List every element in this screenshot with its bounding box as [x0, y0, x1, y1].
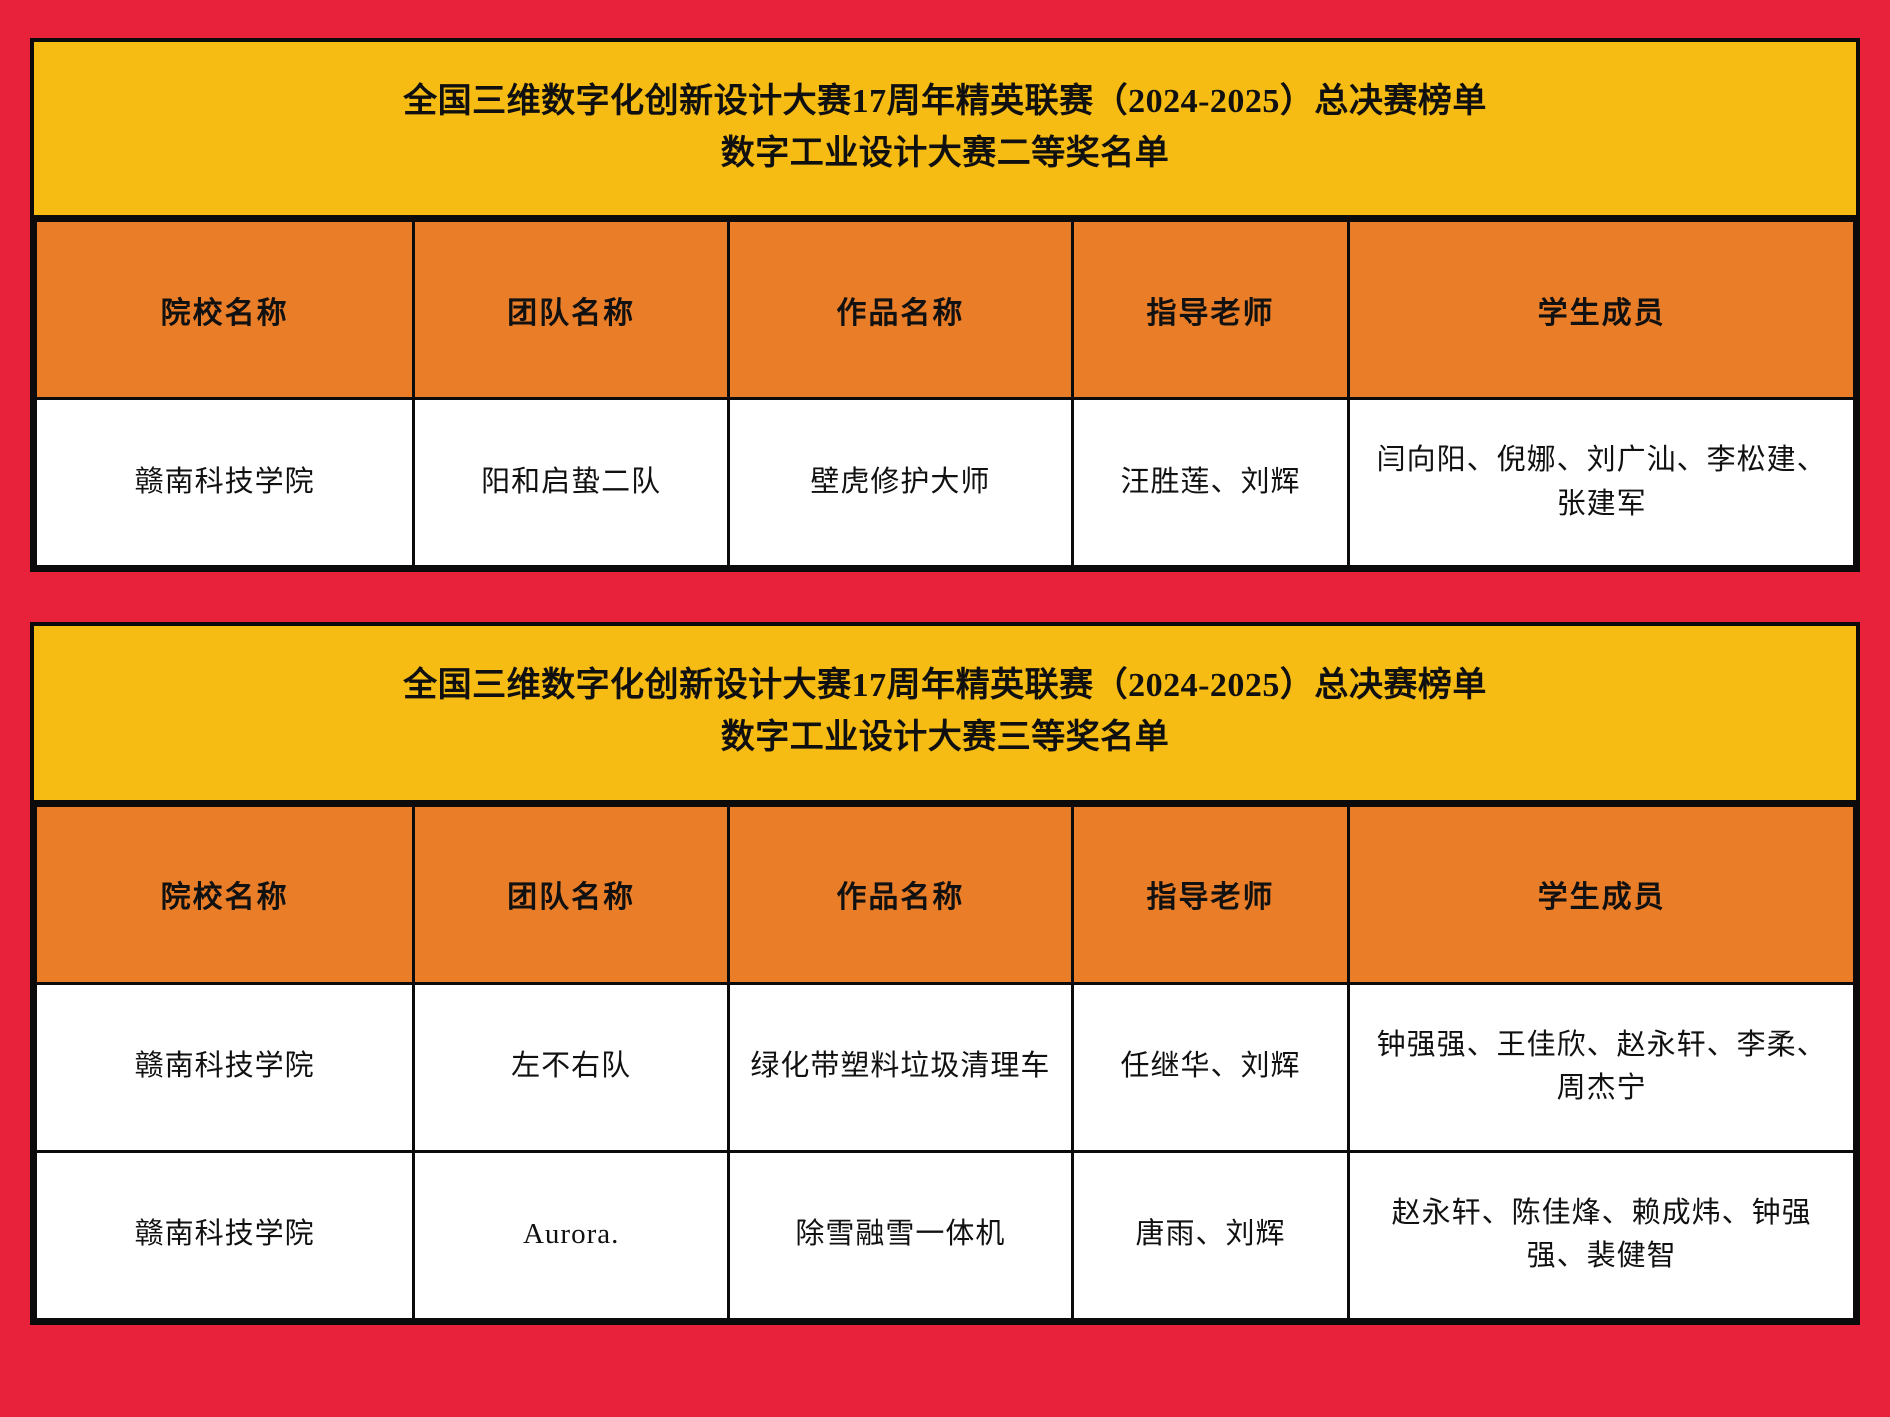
- award-block-third-prize: 全国三维数字化创新设计大赛17周年精英联赛（2024-2025）总决赛榜单 数字…: [30, 622, 1860, 1325]
- cell-students: 闫向阳、倪娜、刘广汕、李松建、张建军: [1347, 397, 1856, 569]
- column-header-students: 学生成员: [1347, 803, 1856, 985]
- title-line-2: 数字工业设计大赛三等奖名单: [720, 719, 1170, 757]
- cell-teacher: 汪胜莲、刘辉: [1070, 397, 1351, 569]
- cell-school: 赣南科技学院: [33, 397, 416, 569]
- column-header-work: 作品名称: [727, 219, 1074, 401]
- cell-team: Aurora.: [412, 1149, 731, 1321]
- column-header-work: 作品名称: [727, 803, 1074, 985]
- column-header-team: 团队名称: [412, 803, 731, 985]
- award-table-third-prize: 院校名称 团队名称 作品名称 指导老师 学生成员 赣南科技学院 左不右队 绿化带…: [33, 803, 1856, 1321]
- title-line-1: 全国三维数字化创新设计大赛17周年精英联赛（2024-2025）总决赛榜单: [403, 667, 1487, 705]
- table-header-row: 院校名称 团队名称 作品名称 指导老师 学生成员: [33, 803, 1856, 985]
- cell-school: 赣南科技学院: [33, 1149, 416, 1321]
- table-header-row: 院校名称 团队名称 作品名称 指导老师 学生成员: [33, 219, 1856, 401]
- column-header-teacher: 指导老师: [1070, 219, 1351, 401]
- cell-work: 绿化带塑料垃圾清理车: [727, 981, 1074, 1153]
- title-line-1: 全国三维数字化创新设计大赛17周年精英联赛（2024-2025）总决赛榜单: [403, 83, 1487, 120]
- title-line-2: 数字工业设计大赛二等奖名单: [720, 134, 1170, 172]
- title-band-second-prize: 全国三维数字化创新设计大赛17周年精英联赛（2024-2025）总决赛榜单 数字…: [34, 42, 1856, 220]
- cell-teacher: 任继华、刘辉: [1070, 981, 1351, 1153]
- cell-teacher: 唐雨、刘辉: [1070, 1149, 1351, 1321]
- cell-students: 钟强强、王佳欣、赵永轩、李柔、周杰宁: [1347, 981, 1856, 1153]
- table-row: 赣南科技学院 Aurora. 除雪融雪一体机 唐雨、刘辉 赵永轩、陈佳烽、赖成炜…: [33, 1149, 1856, 1321]
- column-header-school: 院校名称: [33, 803, 416, 985]
- cell-work: 除雪融雪一体机: [727, 1149, 1074, 1321]
- award-block-second-prize: 全国三维数字化创新设计大赛17周年精英联赛（2024-2025）总决赛榜单 数字…: [30, 38, 1860, 573]
- cell-team: 左不右队: [412, 981, 731, 1153]
- column-header-students: 学生成员: [1347, 219, 1856, 401]
- cell-students: 赵永轩、陈佳烽、赖成炜、钟强强、裴健智: [1347, 1149, 1856, 1321]
- column-header-teacher: 指导老师: [1070, 803, 1351, 985]
- table-row: 赣南科技学院 左不右队 绿化带塑料垃圾清理车 任继华、刘辉 钟强强、王佳欣、赵永…: [33, 981, 1856, 1153]
- cell-school: 赣南科技学院: [33, 981, 416, 1153]
- column-header-team: 团队名称: [412, 219, 731, 401]
- table-row: 赣南科技学院 阳和启蛰二队 壁虎修护大师 汪胜莲、刘辉 闫向阳、倪娜、刘广汕、李…: [33, 397, 1856, 569]
- cell-team: 阳和启蛰二队: [412, 397, 731, 569]
- award-table-second-prize: 院校名称 团队名称 作品名称 指导老师 学生成员 赣南科技学院 阳和启蛰二队 壁…: [33, 219, 1856, 569]
- title-band-third-prize: 全国三维数字化创新设计大赛17周年精英联赛（2024-2025）总决赛榜单 数字…: [34, 626, 1856, 804]
- column-header-school: 院校名称: [33, 219, 416, 401]
- cell-work: 壁虎修护大师: [727, 397, 1074, 569]
